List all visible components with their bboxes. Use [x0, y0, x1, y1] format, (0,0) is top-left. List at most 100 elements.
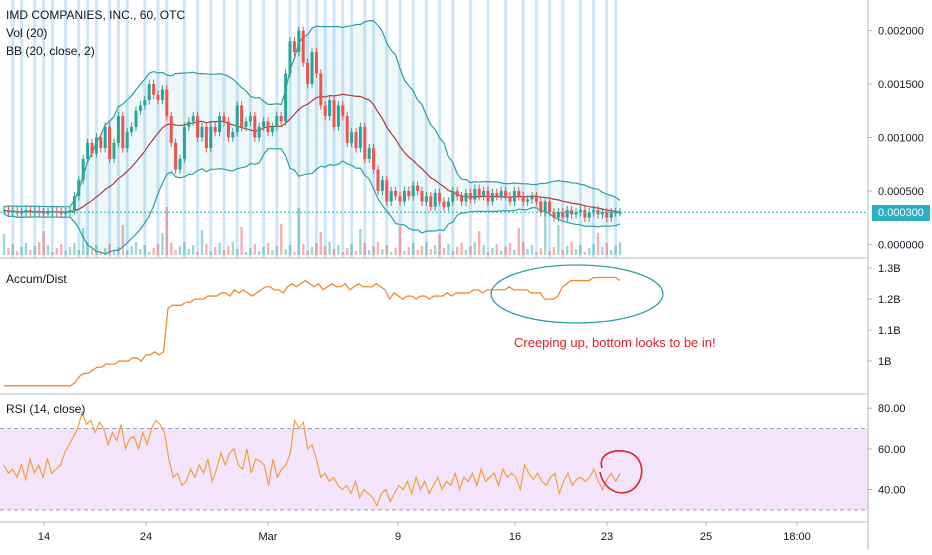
- candle-body: [323, 105, 327, 117]
- session-highlight: [561, 0, 565, 258]
- session-highlight: [288, 0, 292, 258]
- volume-bar: [574, 249, 578, 255]
- volume-bar: [376, 242, 380, 255]
- candle-body: [614, 212, 618, 214]
- candle-body: [543, 201, 547, 213]
- candle-body: [94, 137, 98, 154]
- candle-body: [512, 190, 516, 202]
- candle-body: [455, 190, 459, 197]
- candle-body: [204, 126, 208, 149]
- candle-body: [548, 201, 552, 213]
- candle-body: [310, 52, 314, 85]
- volume-bar: [108, 244, 111, 255]
- candle-body: [468, 193, 472, 200]
- candle-body: [345, 116, 349, 143]
- volume-bar: [209, 251, 212, 255]
- candle-body: [578, 210, 582, 213]
- volume-bar: [522, 242, 525, 255]
- candle-body: [605, 212, 609, 218]
- candle-body: [169, 116, 173, 143]
- candle-body: [240, 105, 244, 127]
- volume-bar: [588, 248, 591, 255]
- candle-body: [226, 121, 230, 138]
- volume-bar: [456, 247, 459, 255]
- candle-body: [332, 100, 336, 127]
- session-highlight: [143, 0, 147, 258]
- volume-bar: [548, 251, 551, 255]
- volume-bar: [302, 244, 305, 255]
- volume-bar: [407, 247, 410, 255]
- volume-bar: [596, 233, 600, 255]
- accum-dist-legend: Accum/Dist: [6, 272, 67, 286]
- ad-tick-label: 1.2B: [878, 294, 901, 306]
- session-highlight: [398, 0, 402, 258]
- session-highlight: [11, 0, 15, 258]
- session-highlight: [33, 0, 37, 258]
- volume-bar: [11, 244, 14, 255]
- candle-body: [433, 193, 437, 207]
- candle-body: [534, 196, 538, 202]
- bollinger-lower-line: [3, 148, 621, 255]
- volume-bar: [55, 248, 58, 255]
- volume-bar: [143, 245, 146, 255]
- candle-body: [420, 190, 424, 202]
- volume-bar: [29, 250, 32, 255]
- candle-body: [363, 126, 367, 159]
- session-highlight: [451, 0, 455, 258]
- session-highlight: [578, 0, 582, 258]
- volume-bar: [46, 245, 50, 255]
- volume-bar: [178, 246, 182, 255]
- volume-bar: [293, 252, 296, 255]
- price-tick-label: 0.000500: [878, 186, 924, 198]
- candle-body: [116, 116, 120, 143]
- volume-bar: [222, 250, 226, 255]
- price-tick-label: 0.000000: [878, 239, 924, 251]
- volume-bar: [372, 246, 375, 255]
- volume-bar: [438, 234, 441, 255]
- volume-bar: [64, 251, 67, 255]
- candle-body: [556, 212, 560, 218]
- candle-body: [134, 110, 138, 127]
- volume-bar: [156, 244, 160, 255]
- volume-bar: [434, 245, 437, 255]
- candle-body: [248, 116, 252, 122]
- candle-body: [521, 196, 525, 202]
- candle-body: [6, 210, 10, 213]
- candle-body: [336, 105, 340, 127]
- session-highlight: [521, 0, 525, 258]
- volume-bar: [381, 249, 384, 255]
- time-tick-label: 16: [509, 531, 521, 543]
- volume-bar: [244, 252, 248, 255]
- session-highlight: [548, 0, 552, 258]
- candle-body: [574, 212, 578, 215]
- session-highlight: [94, 0, 98, 258]
- volume-bar: [196, 252, 199, 255]
- volume-bar: [51, 252, 54, 255]
- candle-body: [600, 212, 604, 215]
- candle-body: [350, 132, 354, 143]
- volume-bar: [416, 250, 419, 255]
- candle-body: [508, 196, 512, 202]
- volume-bar: [288, 245, 292, 255]
- candle-body: [24, 210, 28, 213]
- volume-bar: [310, 247, 314, 255]
- candle-body: [407, 190, 411, 197]
- volume-bar: [205, 244, 208, 255]
- volume-legend: Vol (20): [6, 26, 48, 40]
- candle-body: [398, 196, 402, 202]
- volume-bar: [420, 246, 424, 255]
- candle-body: [266, 121, 270, 133]
- candle-body: [138, 105, 142, 111]
- volume-bar: [561, 250, 564, 255]
- volume-bar: [614, 246, 617, 255]
- candle-body: [33, 211, 37, 213]
- rsi-tick-label: 60.00: [878, 444, 906, 456]
- volume-bar: [82, 228, 85, 255]
- candle-body: [121, 116, 125, 149]
- volume-bar: [508, 243, 512, 255]
- bollinger-upper-line: [3, 20, 621, 208]
- volume-bar: [68, 247, 72, 255]
- volume-bar: [473, 242, 476, 255]
- candle-body: [376, 169, 380, 191]
